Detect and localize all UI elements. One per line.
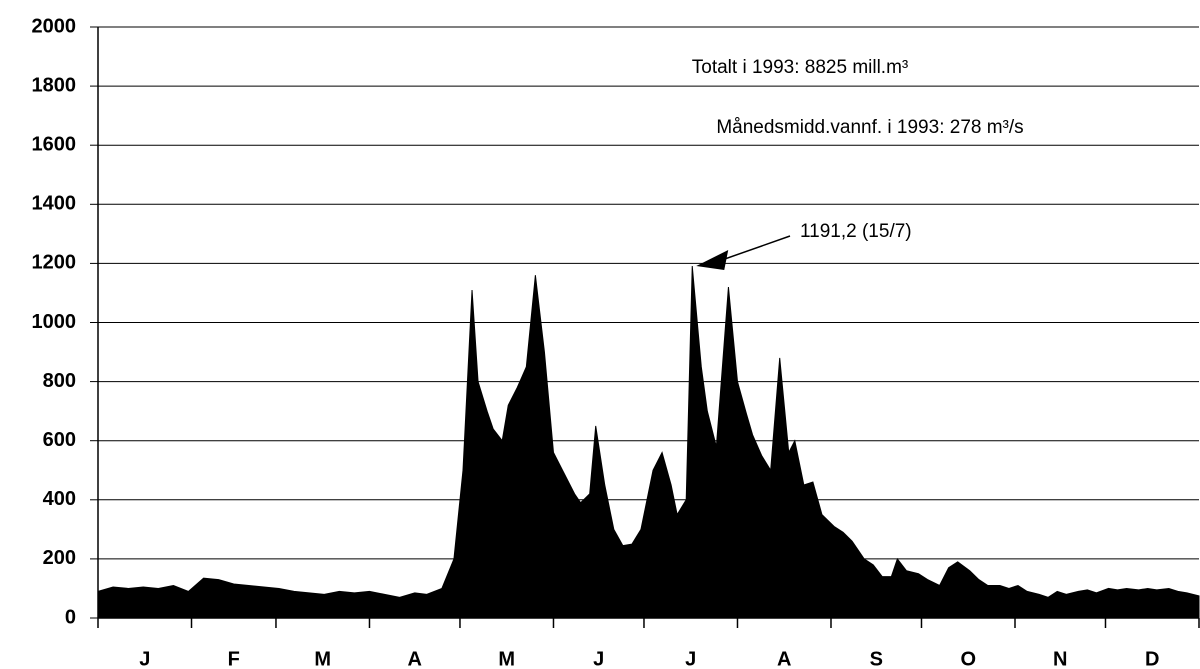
y-tick-label: 1800 <box>32 74 77 96</box>
x-tick-label: O <box>960 648 976 669</box>
x-tick-label: F <box>228 648 240 669</box>
x-tick-label: M <box>498 648 515 669</box>
y-tick-label: 1600 <box>32 133 77 155</box>
x-tick-label: M <box>314 648 331 669</box>
y-tick-label: 1000 <box>32 311 77 333</box>
total-note: Totalt i 1993: 8825 mill.m³ <box>692 57 909 78</box>
peak-note: 1191,2 (15/7) <box>800 221 912 242</box>
y-tick-label: 1200 <box>32 252 77 274</box>
x-tick-label: D <box>1145 648 1159 669</box>
y-tick-label: 2000 <box>32 15 77 37</box>
x-tick-label: N <box>1053 648 1067 669</box>
x-tick-label: J <box>593 648 604 669</box>
y-tick-label: 0 <box>65 606 76 628</box>
mean-note: Månedsmidd.vannf. i 1993: 278 m³/s <box>716 117 1023 138</box>
y-tick-label: 600 <box>43 429 76 451</box>
x-tick-label: J <box>685 648 696 669</box>
x-tick-label: A <box>777 648 791 669</box>
x-tick-label: S <box>870 648 883 669</box>
y-tick-label: 200 <box>43 547 76 569</box>
y-tick-label: 1400 <box>32 193 77 215</box>
annotation-arrow <box>715 235 791 263</box>
area <box>97 265 1200 619</box>
x-tick-label: A <box>407 648 421 669</box>
x-tick-label: J <box>139 648 150 669</box>
arrow-head <box>696 250 729 271</box>
y-tick-label: 800 <box>43 370 76 392</box>
y-tick-label: 400 <box>43 488 76 510</box>
